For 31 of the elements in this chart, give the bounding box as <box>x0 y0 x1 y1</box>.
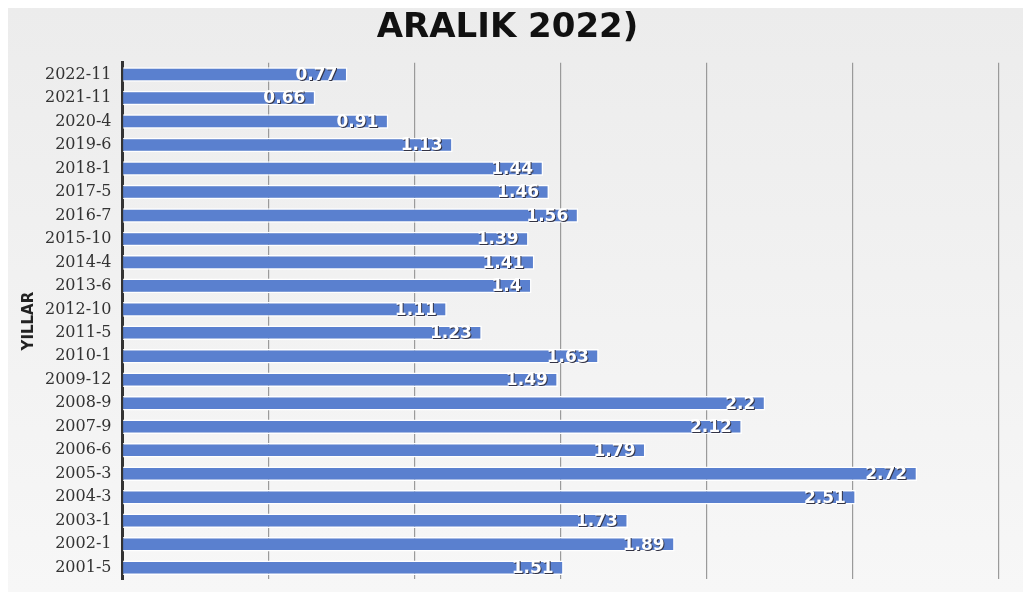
y-tick-label: 2004-3 <box>55 486 112 506</box>
y-tick-label: 2011-5 <box>55 322 112 341</box>
y-tick-label: 2020-4 <box>55 110 112 130</box>
y-tick-label: 2022-11 <box>45 63 112 83</box>
y-tick-label: 2021-11 <box>45 87 112 107</box>
y-tick-label: 2012-10 <box>45 298 112 318</box>
data-label: 0.91 <box>336 110 379 131</box>
y-tick-label: 2007-9 <box>55 415 112 435</box>
y-tick-label: 2005-3 <box>55 462 112 482</box>
y-tick-label: 2009-12 <box>45 368 112 388</box>
data-label: 1.49 <box>505 369 548 390</box>
y-tick-label: 2019-6 <box>55 134 112 154</box>
data-label: 1.46 <box>498 182 541 203</box>
y-tick-label: 2001-5 <box>55 556 112 576</box>
y-tick-label: 2010-1 <box>55 345 112 365</box>
data-label: 1.44 <box>491 157 534 178</box>
y-tick-label: 2006-6 <box>55 439 112 459</box>
y-tick-label: 2014-4 <box>55 251 112 271</box>
y-axis-title: YILLAR <box>18 291 37 352</box>
y-tick-label: 2015-10 <box>45 228 112 248</box>
y-tick-label: 2003-1 <box>55 509 112 529</box>
data-label: 0.77 <box>295 63 338 84</box>
y-tick-label: 2013-6 <box>55 275 112 295</box>
y-tick-label: 2008-9 <box>55 392 112 412</box>
y-tick-label: 2017-5 <box>55 181 112 201</box>
data-label: 1.56 <box>526 204 569 225</box>
y-tick-label: 2018-1 <box>55 157 112 177</box>
data-label: 1.89 <box>622 533 665 554</box>
y-tick-label: 2002-1 <box>55 533 112 553</box>
chart-title: ARALIK 2022) <box>376 5 639 46</box>
y-tick-label: 2016-7 <box>55 204 112 224</box>
